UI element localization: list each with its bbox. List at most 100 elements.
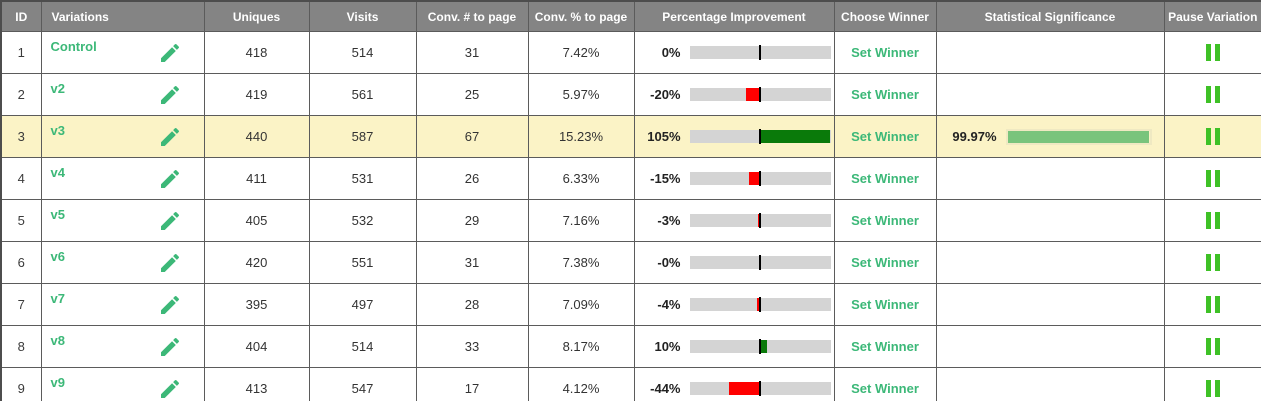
edit-pencil-icon[interactable]	[158, 335, 182, 359]
column-header-choose-winner: Choose Winner	[833, 0, 937, 32]
conv-pct-value: 7.42%	[527, 31, 635, 74]
row-id: 6	[0, 241, 42, 284]
uniques-value: 440	[203, 115, 310, 158]
set-winner-button[interactable]: Set Winner	[851, 339, 919, 354]
visits-value: 561	[308, 73, 417, 116]
significance-bar	[1005, 128, 1152, 145]
column-header-pause: Pause Variation	[1163, 0, 1261, 32]
set-winner-button[interactable]: Set Winner	[851, 171, 919, 186]
conv-count-value: 67	[415, 115, 529, 158]
variation-name-link[interactable]: v9	[50, 375, 65, 390]
uniques-value: 395	[203, 283, 310, 326]
visits-value: 587	[308, 115, 417, 158]
edit-pencil-icon[interactable]	[158, 167, 182, 191]
conv-count-value: 31	[415, 241, 529, 284]
pause-variation-button[interactable]	[1205, 170, 1220, 188]
significance-cell	[935, 283, 1165, 326]
improvement-bar	[689, 87, 831, 102]
significance-value: 99.97%	[952, 129, 997, 144]
variation-name-link[interactable]: v4	[50, 165, 65, 180]
pause-icon	[1214, 380, 1220, 398]
improvement-zero-tick	[759, 45, 761, 60]
set-winner-button[interactable]: Set Winner	[851, 129, 919, 144]
uniques-value: 405	[203, 199, 310, 242]
row-id: 2	[0, 73, 42, 116]
set-winner-button[interactable]: Set Winner	[851, 381, 919, 396]
edit-pencil-icon[interactable]	[158, 251, 182, 275]
improvement-value: -44%	[650, 381, 681, 396]
pause-variation-button[interactable]	[1205, 338, 1220, 356]
edit-pencil-icon[interactable]	[158, 209, 182, 233]
variation-name-link[interactable]: v3	[50, 123, 65, 138]
pause-variation-button[interactable]	[1205, 128, 1220, 146]
column-header-conv-pct: Conv. % to page	[527, 0, 635, 32]
table-row: 2 v2 419 561 25 5.97% -20% Set Winner	[0, 73, 1261, 116]
uniques-value: 413	[203, 367, 310, 401]
improvement-zero-tick	[759, 381, 761, 396]
variation-name-link[interactable]: v8	[50, 333, 65, 348]
pause-icon	[1214, 254, 1220, 272]
table-row: 7 v7 395 497 28 7.09% -4% Set Winner	[0, 283, 1261, 326]
improvement-zero-tick	[759, 171, 761, 186]
table-row: 8 v8 404 514 33 8.17% 10% Set Winner	[0, 325, 1261, 368]
improvement-value: -15%	[650, 171, 681, 186]
pause-icon	[1214, 86, 1220, 104]
improvement-bar	[689, 213, 831, 228]
set-winner-button[interactable]: Set Winner	[851, 255, 919, 270]
set-winner-button[interactable]: Set Winner	[851, 87, 919, 102]
uniques-value: 419	[203, 73, 310, 116]
edit-pencil-icon[interactable]	[158, 377, 182, 401]
set-winner-button[interactable]: Set Winner	[851, 213, 919, 228]
visits-value: 532	[308, 199, 417, 242]
pause-icon	[1205, 212, 1211, 230]
pause-icon	[1205, 44, 1211, 62]
improvement-zero-tick	[759, 129, 761, 144]
edit-pencil-icon[interactable]	[158, 125, 182, 149]
conv-count-value: 26	[415, 157, 529, 200]
edit-pencil-icon[interactable]	[158, 41, 182, 65]
edit-pencil-icon[interactable]	[158, 293, 182, 317]
pause-icon	[1205, 128, 1211, 146]
pause-icon	[1214, 212, 1220, 230]
pause-variation-button[interactable]	[1205, 212, 1220, 230]
visits-value: 551	[308, 241, 417, 284]
column-header-conv-count: Conv. # to page	[415, 0, 529, 32]
pause-variation-button[interactable]	[1205, 86, 1220, 104]
variation-name-link[interactable]: v6	[50, 249, 65, 264]
table-row: 3 v3 440 587 67 15.23% 105% Set Winner 99.97%	[0, 115, 1261, 158]
variation-name-link[interactable]: v5	[50, 207, 65, 222]
improvement-value: -4%	[657, 297, 681, 312]
conv-pct-value: 6.33%	[527, 157, 635, 200]
visits-value: 497	[308, 283, 417, 326]
pause-variation-button[interactable]	[1205, 44, 1220, 62]
pause-icon	[1205, 86, 1211, 104]
variation-name-link[interactable]: v7	[50, 291, 65, 306]
improvement-value: 0%	[661, 45, 681, 60]
variation-name-link[interactable]: v2	[50, 81, 65, 96]
conv-pct-value: 5.97%	[527, 73, 635, 116]
visits-value: 514	[308, 31, 417, 74]
pause-variation-button[interactable]	[1205, 296, 1220, 314]
conv-pct-value: 7.38%	[527, 241, 635, 284]
header-row: ID Variations Uniques Visits Conv. # to …	[0, 0, 1261, 32]
improvement-value: 105%	[647, 129, 681, 144]
row-id: 7	[0, 283, 42, 326]
set-winner-button[interactable]: Set Winner	[851, 297, 919, 312]
row-id: 3	[0, 115, 42, 158]
significance-cell	[935, 367, 1165, 401]
column-header-significance: Statistical Significance	[935, 0, 1165, 32]
pause-variation-button[interactable]	[1205, 380, 1220, 398]
variation-name-link[interactable]: Control	[50, 39, 97, 54]
pause-variation-button[interactable]	[1205, 254, 1220, 272]
row-id: 4	[0, 157, 42, 200]
conv-pct-value: 7.16%	[527, 199, 635, 242]
conv-pct-value: 7.09%	[527, 283, 635, 326]
improvement-value: -3%	[657, 213, 681, 228]
uniques-value: 411	[203, 157, 310, 200]
pause-icon	[1205, 338, 1211, 356]
edit-pencil-icon[interactable]	[158, 83, 182, 107]
significance-cell	[935, 157, 1165, 200]
set-winner-button[interactable]: Set Winner	[851, 45, 919, 60]
